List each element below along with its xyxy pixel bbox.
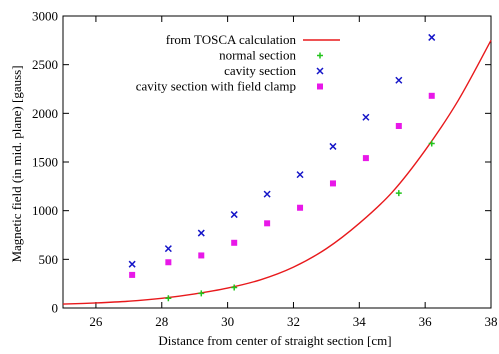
legend-label-1: normal section (219, 48, 296, 63)
legend-swatch-1 (317, 52, 323, 59)
point-3-4 (264, 220, 271, 227)
point-2-5 (296, 171, 304, 179)
x-tick-label-6: 38 (485, 314, 498, 329)
point-3-0 (129, 271, 136, 278)
point-1-4 (428, 140, 435, 147)
y-tick-label-2: 1000 (32, 203, 58, 218)
point-2-1 (164, 245, 172, 253)
point-3-6 (329, 180, 336, 187)
x-tick-label-1: 28 (155, 314, 168, 329)
x-axis-label: Distance from center of straight section… (158, 333, 391, 348)
series-layer (62, 33, 492, 305)
point-2-8 (395, 76, 403, 84)
y-tick-label-1: 500 (39, 252, 59, 267)
legend-swatch-3 (317, 83, 323, 90)
y-tick-label-6: 3000 (32, 9, 58, 24)
y-axis-label: Magnetic field (in mid. plane) [gauss] (9, 65, 24, 262)
point-3-5 (297, 204, 304, 211)
point-1-1 (198, 290, 205, 297)
point-1-3 (395, 190, 402, 197)
point-2-2 (197, 229, 205, 237)
point-2-6 (329, 142, 337, 150)
legend-label-3: cavity section with field clamp (136, 79, 296, 94)
series-1 (165, 140, 435, 302)
point-2-7 (362, 113, 370, 121)
x-tick-label-3: 32 (287, 314, 300, 329)
point-1-0 (165, 295, 172, 302)
point-3-1 (165, 259, 172, 266)
point-2-9 (428, 33, 436, 41)
point-2-0 (128, 260, 136, 268)
point-2-4 (263, 190, 271, 198)
legend-swatch-2 (316, 67, 324, 75)
series-2 (128, 33, 436, 268)
point-1-2 (231, 284, 238, 291)
y-tick-label-5: 2500 (32, 57, 58, 72)
point-3-9 (428, 92, 435, 99)
tosca-curve (62, 39, 492, 305)
legend-label-2: cavity section (224, 63, 296, 78)
x-tick-label-0: 26 (89, 314, 103, 329)
ticks: 26 28 30 32 34 36 38 0 500 1000 1500 2000 2500 3000 (32, 9, 498, 330)
x-tick-label-4: 34 (353, 314, 367, 329)
point-3-8 (395, 122, 402, 129)
y-tick-label-3: 1500 (32, 155, 58, 170)
y-tick-label-0: 0 (52, 301, 59, 316)
y-tick-label-4: 2000 (32, 106, 58, 121)
point-3-2 (198, 252, 205, 259)
x-tick-label-5: 36 (419, 314, 433, 329)
series-0 (62, 39, 492, 305)
x-tick-label-2: 30 (221, 314, 234, 329)
series-3 (129, 92, 435, 278)
point-3-3 (231, 239, 238, 246)
legend-label-0: from TOSCA calculation (166, 32, 297, 47)
point-2-3 (230, 211, 238, 219)
point-3-7 (362, 155, 369, 162)
